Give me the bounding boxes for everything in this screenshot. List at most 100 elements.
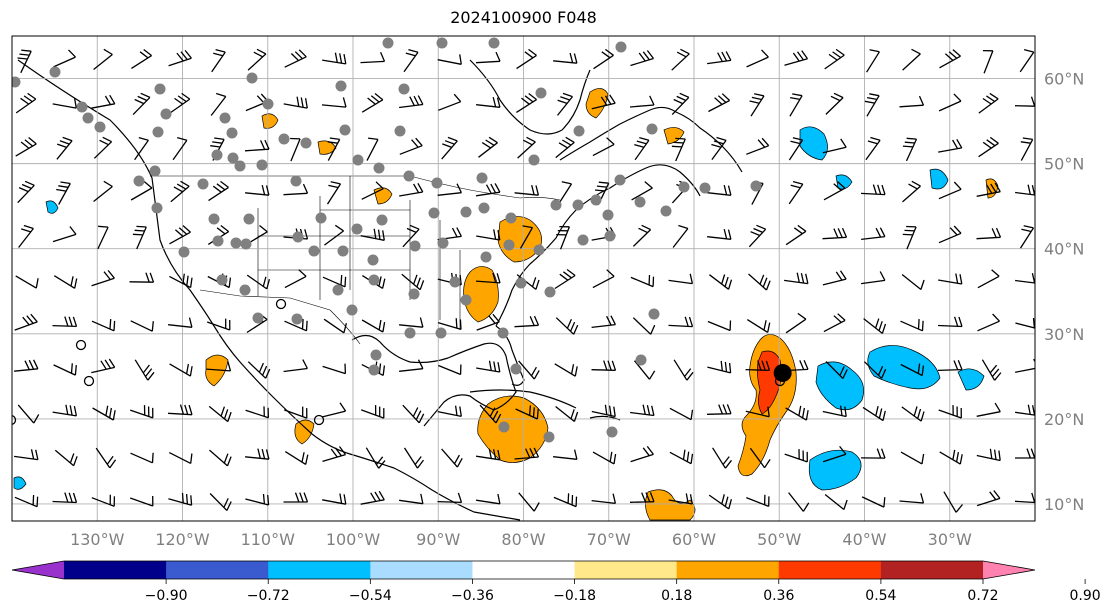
station-dot: [449, 276, 461, 288]
wind-barb: [629, 95, 655, 108]
atlantic-blue-6: [957, 368, 985, 391]
colorbar-segment: [370, 561, 473, 579]
station-dot: [239, 284, 251, 296]
wind-barb: [672, 224, 689, 248]
wind-barb: [669, 449, 694, 465]
wind-barb: [56, 136, 73, 160]
wind-barb: [976, 448, 1001, 462]
station-dot: [240, 238, 252, 250]
calm-circle: [313, 414, 325, 426]
wind-barb: [978, 136, 999, 158]
wind-barb: [669, 407, 694, 421]
wind-barb: [746, 319, 771, 333]
wind-barb: [707, 184, 732, 196]
wind-barb: [172, 136, 188, 161]
wind-barb: [399, 317, 424, 328]
station-dot: [533, 244, 545, 256]
station-dot: [208, 213, 220, 225]
wind-barb: [208, 180, 229, 202]
colorbar-tick-label: 0.72: [967, 588, 998, 604]
wind-barb: [591, 360, 617, 371]
wind-barb: [784, 50, 809, 66]
wind-barb: [360, 51, 386, 64]
station-dot: [262, 98, 274, 110]
station-dot: [243, 213, 255, 225]
station-dot: [292, 231, 304, 243]
station-dot: [606, 426, 618, 438]
wind-barb: [91, 358, 116, 374]
station-dot: [437, 237, 449, 249]
station-dot: [211, 149, 223, 161]
wind-barb: [1014, 492, 1035, 504]
wind-barb: [360, 405, 385, 419]
wind-barb: [402, 224, 420, 248]
wind-barb: [553, 493, 578, 508]
wind-barb: [130, 452, 154, 464]
wind-barb: [516, 274, 540, 290]
wind-barb: [592, 269, 615, 289]
wind-barb: [52, 316, 78, 328]
wind-barb: [52, 404, 78, 417]
station-dot: [535, 87, 547, 99]
station-dot: [315, 212, 327, 224]
station-dot: [133, 175, 145, 187]
wind-barb: [514, 447, 540, 460]
wind-barb: [169, 452, 193, 464]
wind-barb: [939, 49, 961, 69]
wind-barb: [943, 491, 964, 513]
station-dot: [226, 127, 238, 139]
wind-barb: [399, 493, 424, 505]
wind-barb: [977, 313, 1000, 332]
wind-barb: [746, 494, 770, 508]
wind-barb: [746, 137, 770, 155]
station-dot: [503, 239, 515, 251]
wind-barb: [748, 273, 771, 291]
wind-barb: [290, 137, 301, 162]
map-title: 2024100900 F048: [450, 8, 597, 27]
wind-barb: [208, 405, 232, 423]
gridlines: [12, 36, 1035, 521]
wind-barb: [863, 361, 887, 379]
wind-barb: [438, 364, 462, 376]
calm-circle: [12, 414, 17, 426]
wind-barb: [746, 49, 769, 68]
wind-barb: [399, 137, 423, 155]
wind-barb: [93, 48, 113, 71]
wind-barb: [322, 363, 347, 375]
wind-barb: [360, 490, 385, 505]
wind-barb: [441, 136, 458, 160]
wind-barb: [592, 137, 615, 157]
wind-barb: [403, 48, 419, 73]
antilles-shading: [645, 489, 696, 521]
wind-barb: [168, 317, 193, 328]
wind-barb: [977, 269, 1000, 289]
station-dot: [376, 214, 388, 226]
wind-barb: [476, 313, 500, 331]
wind-barb: [633, 360, 656, 380]
map-frame: [11, 35, 1036, 522]
wind-barb: [129, 495, 154, 507]
wind-barb: [556, 92, 574, 116]
wind-barb: [169, 92, 191, 114]
wind-barb: [366, 137, 379, 161]
wind-barb: [938, 138, 963, 153]
wind-barb: [322, 402, 347, 418]
wind-barb: [130, 181, 153, 201]
wind-barb: [438, 93, 462, 111]
lon-label: 60°W: [672, 530, 716, 549]
wind-barb: [824, 493, 848, 511]
wind-barb: [209, 449, 232, 467]
station-dot: [308, 245, 320, 257]
wind-barb: [210, 92, 227, 116]
station-dot: [216, 274, 228, 286]
wind-barb: [784, 272, 809, 285]
wind-barb: [822, 405, 847, 418]
wind-barb: [825, 361, 848, 379]
cuba: [469, 389, 577, 409]
wind-barb: [283, 183, 309, 196]
wind-barb: [864, 93, 880, 117]
wind-barb: [518, 360, 540, 380]
station-dot: [82, 112, 94, 124]
station-dot: [577, 234, 589, 246]
